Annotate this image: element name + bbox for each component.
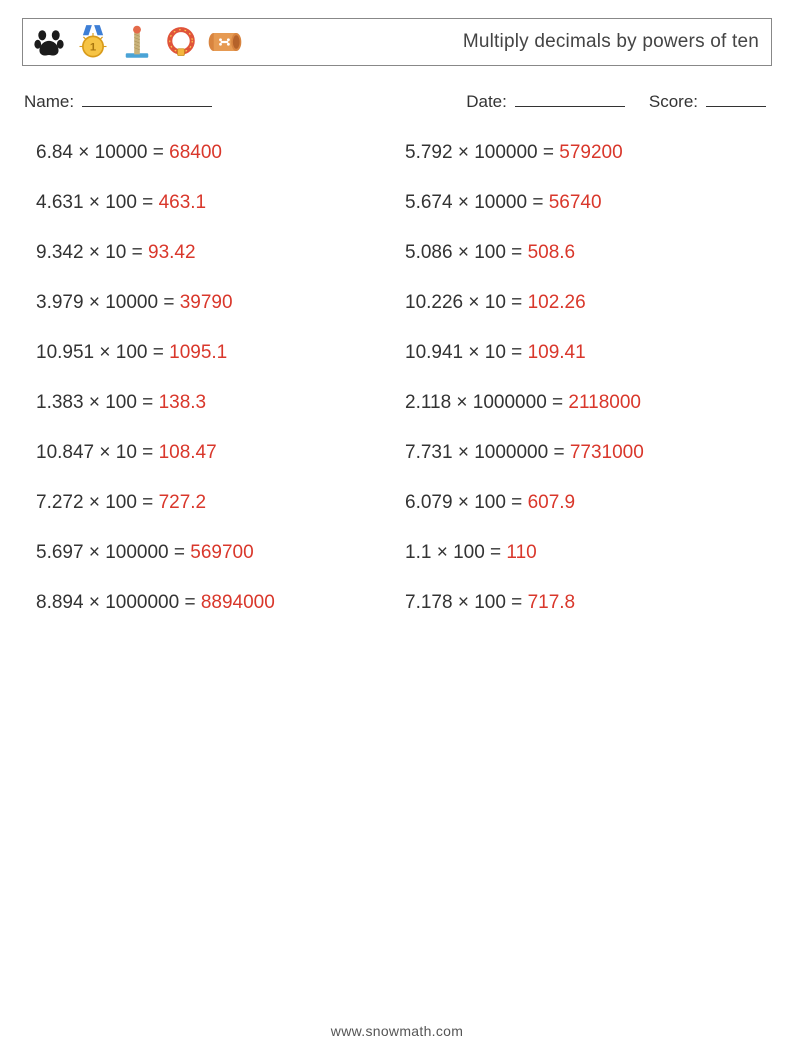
problem-answer: 108.47 xyxy=(159,442,217,463)
problem-expression: 4.631 × 100 = xyxy=(36,192,159,213)
problem-item: 2.118 × 1000000 = 2118000 xyxy=(405,392,764,414)
problem-answer: 8894000 xyxy=(201,592,275,613)
problem-answer: 2118000 xyxy=(568,392,641,413)
problem-expression: 10.847 × 10 = xyxy=(36,442,159,463)
problem-expression: 5.086 × 100 = xyxy=(405,242,528,263)
problem-item: 5.792 × 100000 = 579200 xyxy=(405,142,764,164)
problem-expression: 5.792 × 100000 = xyxy=(405,142,559,163)
problem-expression: 9.342 × 10 = xyxy=(36,242,148,263)
problem-answer: 138.3 xyxy=(159,392,207,413)
problem-expression: 10.941 × 10 = xyxy=(405,342,528,363)
header-icons: 1 xyxy=(31,24,243,60)
problem-answer: 607.9 xyxy=(528,492,576,513)
problem-item: 5.697 × 100000 = 569700 xyxy=(36,542,395,564)
problem-answer: 727.2 xyxy=(159,492,207,513)
problem-answer: 1095.1 xyxy=(169,342,227,363)
problem-expression: 6.84 × 10000 = xyxy=(36,142,169,163)
problem-item: 5.086 × 100 = 508.6 xyxy=(405,242,764,264)
name-blank[interactable] xyxy=(82,93,212,107)
problem-answer: 7731000 xyxy=(570,442,644,463)
medal-icon: 1 xyxy=(75,24,111,60)
footer-url: www.snowmath.com xyxy=(0,1023,794,1039)
dog-food-icon xyxy=(207,24,243,60)
date-label: Date: xyxy=(466,92,507,112)
problem-expression: 8.894 × 1000000 = xyxy=(36,592,201,613)
score-blank[interactable] xyxy=(706,93,766,107)
name-label: Name: xyxy=(24,92,74,112)
problem-item: 7.731 × 1000000 = 7731000 xyxy=(405,442,764,464)
paw-icon xyxy=(31,24,67,60)
meta-row: Name: Date: Score: xyxy=(22,92,772,112)
problem-answer: 109.41 xyxy=(528,342,586,363)
problem-expression: 1.1 × 100 = xyxy=(405,542,506,563)
problem-item: 10.847 × 10 = 108.47 xyxy=(36,442,395,464)
problem-answer: 508.6 xyxy=(528,242,576,263)
date-blank[interactable] xyxy=(515,93,625,107)
problem-answer: 717.8 xyxy=(528,592,576,613)
problem-item: 5.674 × 10000 = 56740 xyxy=(405,192,764,214)
problem-item: 1.383 × 100 = 138.3 xyxy=(36,392,395,414)
problem-answer: 463.1 xyxy=(159,192,207,213)
problem-item: 10.951 × 100 = 1095.1 xyxy=(36,342,395,364)
problem-answer: 569700 xyxy=(190,542,253,563)
problem-answer: 579200 xyxy=(559,142,622,163)
problem-item: 7.178 × 100 = 717.8 xyxy=(405,592,764,614)
pet-collar-icon xyxy=(163,24,199,60)
score-label: Score: xyxy=(649,92,698,112)
problem-answer: 110 xyxy=(506,542,536,563)
problem-answer: 68400 xyxy=(169,142,222,163)
problem-item: 6.84 × 10000 = 68400 xyxy=(36,142,395,164)
problem-answer: 39790 xyxy=(180,292,233,313)
problem-expression: 5.674 × 10000 = xyxy=(405,192,549,213)
problem-answer: 56740 xyxy=(549,192,602,213)
svg-text:1: 1 xyxy=(90,41,96,53)
problem-answer: 93.42 xyxy=(148,242,196,263)
worksheet-title: Multiply decimals by powers of ten xyxy=(463,31,759,53)
problem-expression: 7.178 × 100 = xyxy=(405,592,528,613)
problem-item: 6.079 × 100 = 607.9 xyxy=(405,492,764,514)
problem-item: 10.226 × 10 = 102.26 xyxy=(405,292,764,314)
problem-item: 1.1 × 100 = 110 xyxy=(405,542,764,564)
problem-expression: 3.979 × 10000 = xyxy=(36,292,180,313)
problem-item: 9.342 × 10 = 93.42 xyxy=(36,242,395,264)
problem-expression: 10.951 × 100 = xyxy=(36,342,169,363)
problem-expression: 2.118 × 1000000 = xyxy=(405,392,568,413)
problem-expression: 7.731 × 1000000 = xyxy=(405,442,570,463)
problem-item: 3.979 × 10000 = 39790 xyxy=(36,292,395,314)
problem-item: 4.631 × 100 = 463.1 xyxy=(36,192,395,214)
problems-grid: 6.84 × 10000 = 68400 5.792 × 100000 = 579… xyxy=(22,142,772,614)
problem-expression: 7.272 × 100 = xyxy=(36,492,159,513)
problem-item: 10.941 × 10 = 109.41 xyxy=(405,342,764,364)
problem-item: 7.272 × 100 = 727.2 xyxy=(36,492,395,514)
problem-expression: 10.226 × 10 = xyxy=(405,292,528,313)
problem-expression: 1.383 × 100 = xyxy=(36,392,159,413)
problem-expression: 5.697 × 100000 = xyxy=(36,542,190,563)
scratch-post-icon xyxy=(119,24,155,60)
problem-expression: 6.079 × 100 = xyxy=(405,492,528,513)
worksheet-header: 1 xyxy=(22,18,772,66)
problem-item: 8.894 × 1000000 = 8894000 xyxy=(36,592,395,614)
problem-answer: 102.26 xyxy=(528,292,586,313)
